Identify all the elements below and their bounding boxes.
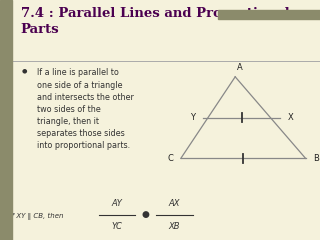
Text: AX: AX bbox=[169, 199, 180, 208]
Text: 7.4 : Parallel Lines and Proportional
Parts: 7.4 : Parallel Lines and Proportional Pa… bbox=[21, 7, 290, 36]
Text: B: B bbox=[313, 154, 318, 163]
Text: YC: YC bbox=[111, 222, 122, 231]
Text: If a line is parallel to
one side of a triangle
and intersects the other
two sid: If a line is parallel to one side of a t… bbox=[37, 68, 134, 150]
Text: ●: ● bbox=[22, 68, 27, 73]
Text: Y: Y bbox=[190, 113, 195, 122]
Text: X: X bbox=[288, 113, 294, 122]
Text: C: C bbox=[168, 154, 174, 163]
Text: *If XY ‖ CB, then: *If XY ‖ CB, then bbox=[6, 212, 64, 220]
Text: XB: XB bbox=[169, 222, 180, 231]
Text: A: A bbox=[237, 63, 243, 72]
Text: AY: AY bbox=[111, 199, 122, 208]
Text: ●: ● bbox=[142, 210, 149, 219]
